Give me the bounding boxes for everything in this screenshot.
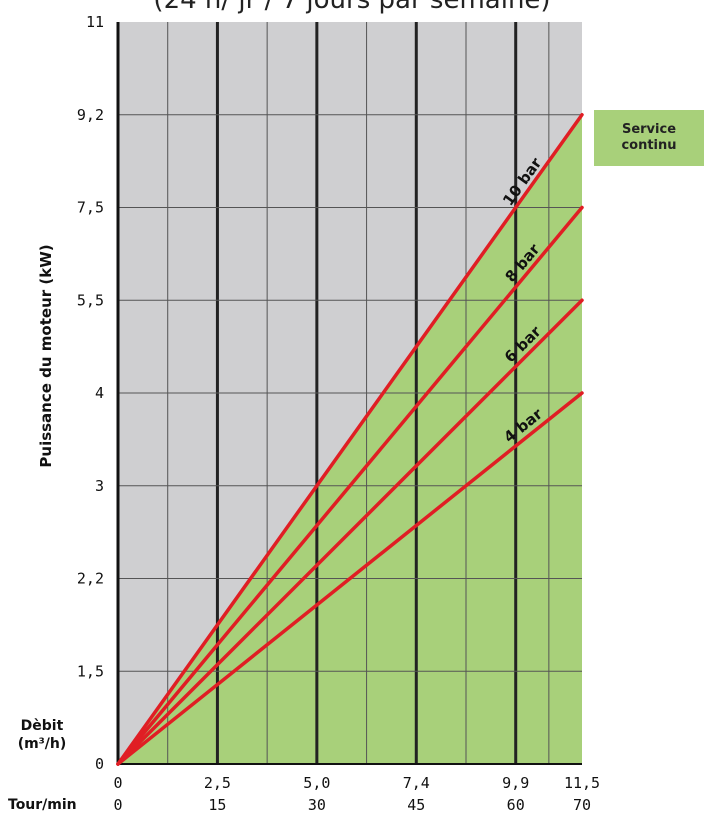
y-axis-label: Puissance du moteur (kW): [37, 244, 55, 468]
rpm-axis-label: Tour/min: [8, 797, 77, 813]
x-tick-label-rpm-5: 70: [573, 796, 591, 814]
y-tick-label-0: 0: [95, 755, 104, 773]
flow-axis-label: Dèbit (m³/h): [10, 717, 74, 753]
x-tick-label-rpm-1: 15: [208, 796, 226, 814]
x-tick-label-rpm-4: 60: [507, 796, 525, 814]
flow-axis-label-text: Dèbit (m³/h): [17, 718, 67, 752]
y-tick-label-4: 4: [95, 384, 104, 402]
x-tick-label-flow-3: 7,4: [403, 774, 430, 792]
series-line-3: [116, 298, 584, 766]
legend-line-2: continu: [621, 138, 677, 153]
y-tick-label-8: 11: [86, 13, 104, 31]
y-tick-label-1: 1,5: [77, 662, 104, 680]
x-tick-label-rpm-0: 0: [113, 796, 122, 814]
legend-continuous-service: Service continu: [594, 110, 704, 166]
x-tick-label-flow-1: 2,5: [204, 774, 231, 792]
y-tick-label-5: 5,5: [77, 291, 104, 309]
y-tick-label-2: 2,2: [77, 570, 104, 588]
x-tick-label-flow-4: 9,9: [502, 774, 529, 792]
x-tick-label-rpm-2: 30: [308, 796, 326, 814]
y-tick-label-6: 7,5: [77, 199, 104, 217]
x-tick-label-rpm-3: 45: [407, 796, 425, 814]
series-line-2: [116, 205, 584, 766]
series-line-4: [116, 391, 584, 766]
chart-title: (24 h/ jr / 7 jours par semaine): [153, 0, 551, 15]
y-tick-label-3: 3: [95, 477, 104, 495]
y-tick-label-7: 9,2: [77, 106, 104, 124]
series-line-1: [116, 113, 584, 766]
legend-line-1: Service: [621, 122, 677, 137]
x-tick-label-flow-0: 0: [113, 774, 122, 792]
x-tick-label-flow-5: 11,5: [564, 774, 600, 792]
x-tick-label-flow-2: 5,0: [303, 774, 330, 792]
